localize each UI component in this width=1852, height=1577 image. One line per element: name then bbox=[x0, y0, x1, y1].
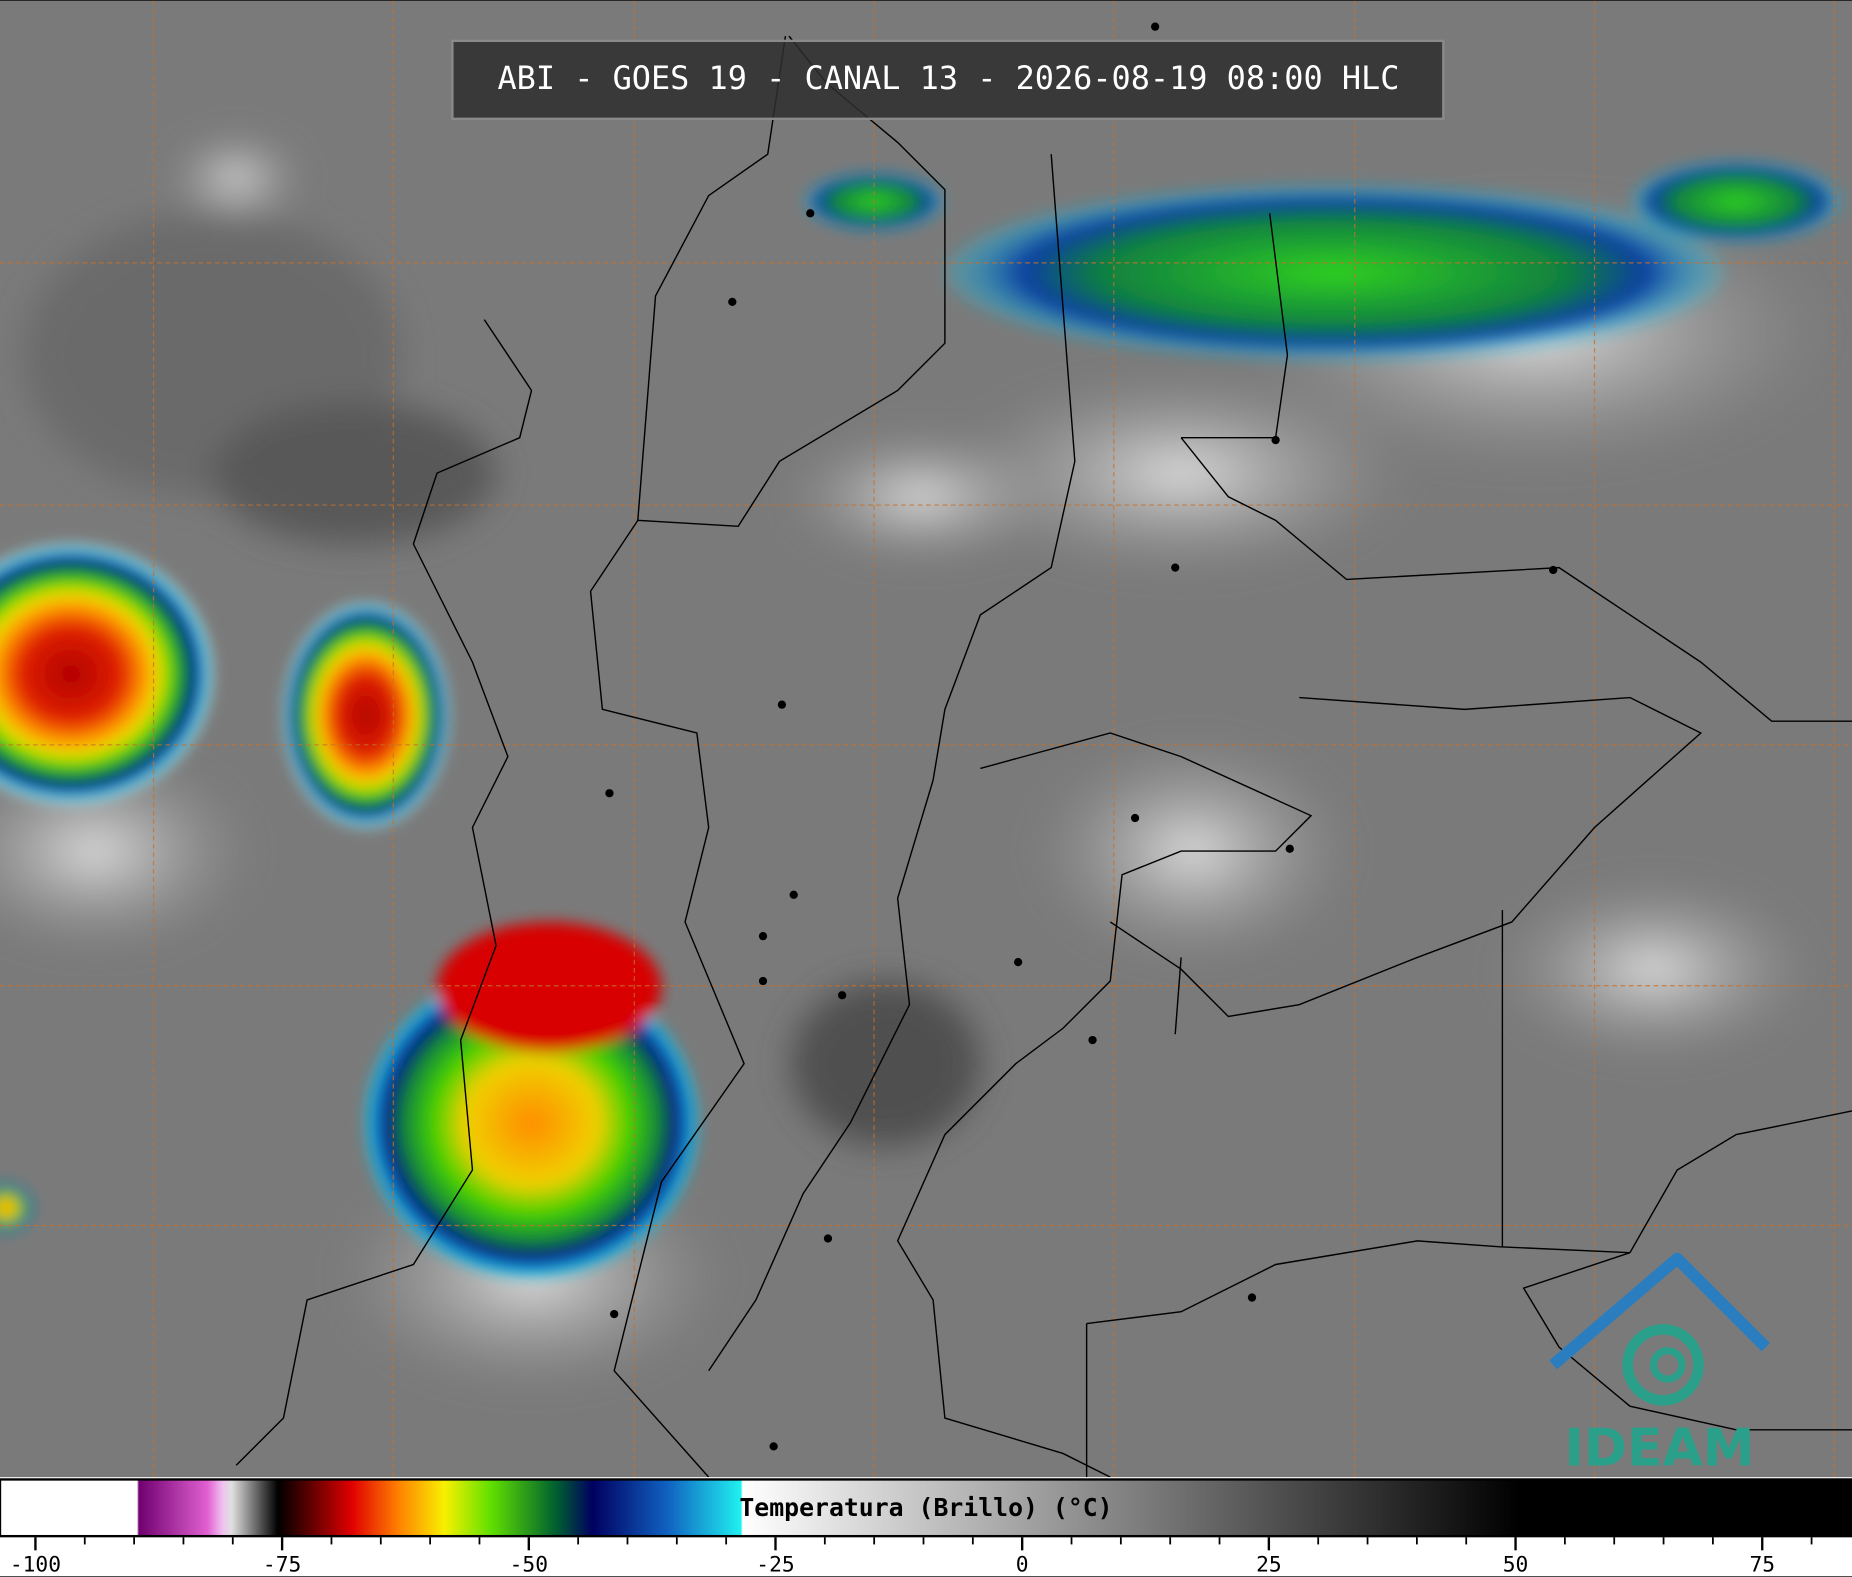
colorbar-label: Temperatura (Brillo) (°C) bbox=[739, 1493, 1112, 1522]
tick-label: -25 bbox=[756, 1553, 794, 1577]
tick-label: 25 bbox=[1256, 1553, 1282, 1577]
title-box bbox=[451, 39, 1445, 120]
colorbar-ticks: -100 -75 -50 -25 0 25 50 75 bbox=[10, 1537, 1813, 1577]
title: ABI - GOES 19 - CANAL 13 - 2026-08-19 08… bbox=[497, 59, 1399, 97]
gridlines bbox=[0, 0, 1852, 1478]
tick-label: -50 bbox=[510, 1553, 548, 1577]
cities bbox=[605, 22, 1558, 1451]
tick-label: -100 bbox=[10, 1553, 61, 1577]
colorbar bbox=[0, 1478, 1852, 1538]
tick-label: 75 bbox=[1749, 1553, 1775, 1577]
tick-label: -75 bbox=[263, 1553, 301, 1577]
tick-label: 0 bbox=[1016, 1553, 1029, 1577]
logo-text: IDEAM bbox=[1565, 1418, 1755, 1478]
storms bbox=[0, 160, 1843, 1277]
borders bbox=[235, 35, 1852, 1478]
logo: IDEAM bbox=[1549, 1252, 1770, 1478]
tick-label: 50 bbox=[1503, 1553, 1529, 1577]
clouds bbox=[0, 130, 1843, 1395]
